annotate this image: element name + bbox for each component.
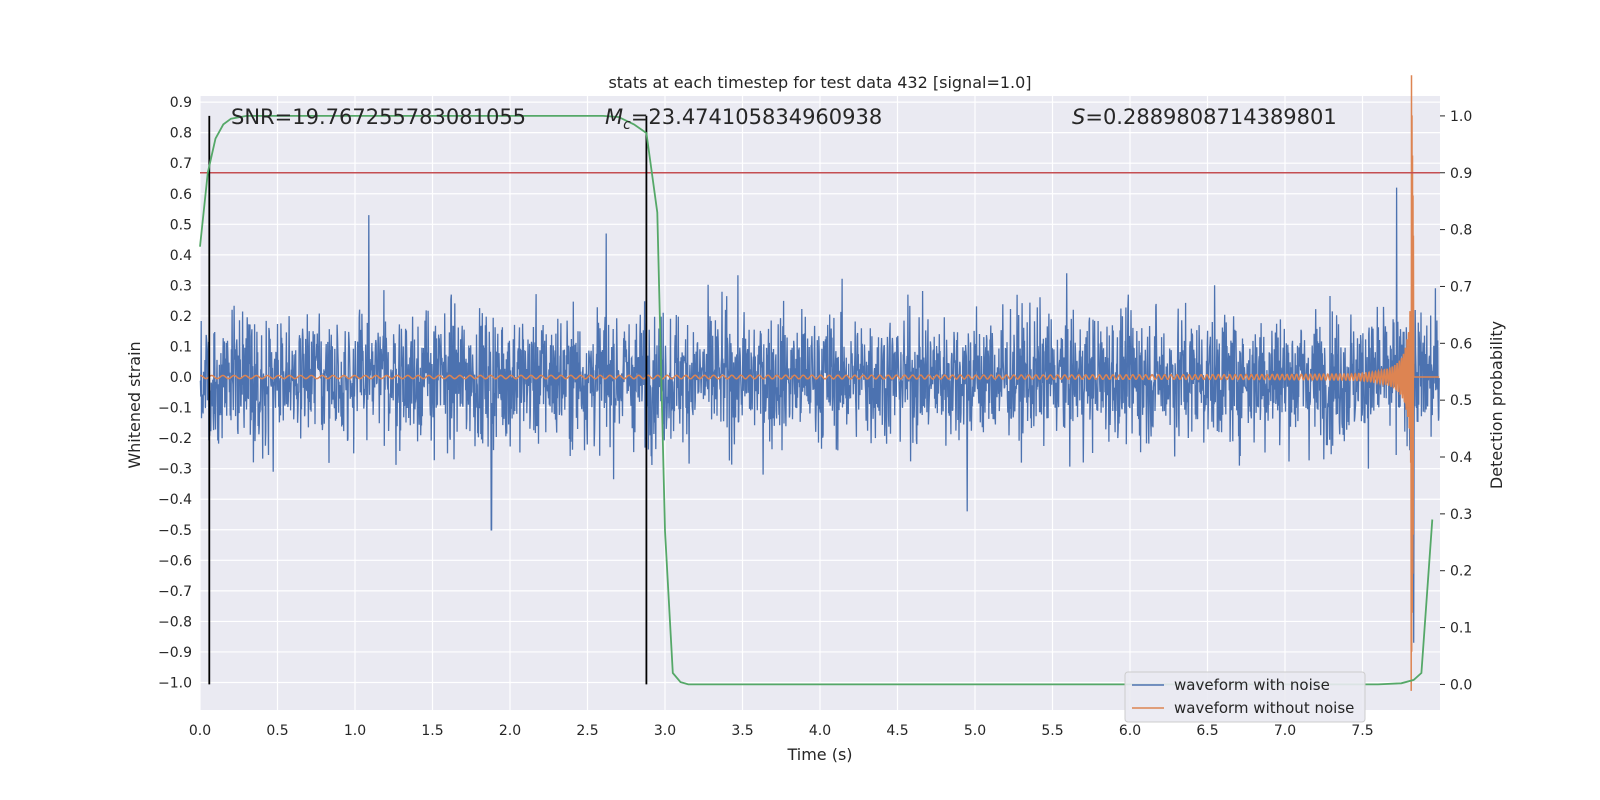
y-tick-label: −0.5 (158, 523, 192, 539)
series-waveform-without-noise (200, 75, 1440, 691)
x-tick-label: 6.0 (1119, 723, 1141, 739)
y2-tick-label: 0.9 (1450, 166, 1472, 182)
y-tick-label: −0.3 (158, 462, 192, 478)
y2-tick-label: 0.2 (1450, 564, 1472, 580)
series-waveform-with-noise (199, 187, 1440, 643)
y2-tick-label: 0.8 (1450, 223, 1472, 239)
legend: waveform with noise waveform without noi… (1124, 671, 1366, 723)
y-tick-label: 0.0 (170, 370, 192, 386)
x-tick-label: 4.0 (809, 723, 831, 739)
s-value: =0.2889808714389801 (1085, 105, 1336, 129)
y-axis-label: Whitened strain (125, 341, 144, 468)
x-axis-ticks: 0.0 0.5 1.0 1.5 2.0 2.5 3.0 3.5 4.0 4.5 5.0 5.5 6.0 6… (189, 723, 1374, 739)
y-tick-label: 0.5 (170, 217, 192, 233)
x-tick-label: 6.5 (1196, 723, 1218, 739)
y2-tick-label: 0.7 (1450, 279, 1472, 295)
y-axis-ticks: 0.9 0.8 0.7 0.6 0.5 0.4 0.3 0.2 0.1 0.0 −0.1 −0.2 −0… (158, 95, 192, 691)
y-tick-label: −0.4 (158, 492, 192, 508)
y2-tick-label: 0.3 (1450, 507, 1472, 523)
x-tick-label: 5.0 (964, 723, 986, 739)
chirp-mass-symbol: M (605, 105, 623, 129)
x-tick-label: 4.5 (886, 723, 908, 739)
legend-box (1124, 671, 1366, 723)
x-tick-label: 7.5 (1351, 723, 1373, 739)
y2-tick-label: 1.0 (1450, 109, 1472, 125)
series-detection-probability (199, 115, 1434, 686)
y2-tick-label: 0.4 (1450, 450, 1472, 466)
x-tick-label: 3.0 (654, 723, 676, 739)
y2-axis-ticks: 1.0 0.9 0.8 0.7 0.6 0.5 0.4 0.3 0.2 0.1 0.0 (1440, 109, 1472, 693)
chirp-mass-subscript: c (623, 117, 631, 133)
y-tick-label: −1.0 (158, 676, 192, 692)
y2-tick-label: 0.5 (1450, 393, 1472, 409)
x-axis-label: Time (s) (786, 745, 852, 764)
y-tick-label: 0.2 (170, 309, 192, 325)
overlay-lines (200, 115, 1440, 685)
legend-label-noise: waveform with noise (1174, 676, 1330, 694)
x-tick-label: 2.5 (576, 723, 598, 739)
legend-label-clean: waveform without noise (1174, 699, 1354, 717)
s-annotation: S=0.2889808714389801 (1072, 105, 1337, 129)
y-tick-label: 0.9 (170, 95, 192, 111)
x-tick-label: 2.0 (499, 723, 521, 739)
y2-tick-label: 0.6 (1450, 336, 1472, 352)
y-tick-label: 0.7 (170, 156, 192, 172)
x-tick-label: 1.0 (344, 723, 366, 739)
y-tick-label: 0.3 (170, 278, 192, 294)
y2-tick-label: 0.0 (1450, 677, 1472, 693)
y2-tick-label: 0.1 (1450, 621, 1472, 637)
x-tick-label: 0.0 (189, 723, 211, 739)
clean-waveform-line (200, 75, 1440, 691)
x-tick-label: 7.0 (1274, 723, 1296, 739)
x-tick-label: 0.5 (266, 723, 288, 739)
y-tick-label: 0.6 (170, 187, 192, 203)
chart-title: stats at each timestep for test data 432… (608, 73, 1031, 92)
y-tick-label: −0.1 (158, 401, 192, 417)
x-tick-label: 3.5 (731, 723, 753, 739)
y-tick-label: −0.9 (158, 645, 192, 661)
chirp-mass-annotation: Mc=23.474105834960938 (605, 105, 882, 133)
snr-annotation: SNR=19.767255783081055 (231, 105, 526, 129)
y-tick-label: −0.8 (158, 614, 192, 630)
y-tick-label: −0.6 (158, 553, 192, 569)
probability-line (199, 115, 1434, 686)
y-tick-label: 0.1 (170, 339, 192, 355)
x-tick-label: 1.5 (421, 723, 443, 739)
y-tick-label: −0.7 (158, 584, 192, 600)
y-tick-label: −0.2 (158, 431, 192, 447)
noise-waveform-line (199, 187, 1440, 643)
s-symbol: S (1072, 105, 1085, 129)
y2-axis-label: Detection probability (1487, 321, 1506, 489)
y-tick-label: 0.4 (170, 248, 192, 264)
x-tick-label: 5.5 (1041, 723, 1063, 739)
y-tick-label: 0.8 (170, 126, 192, 142)
chirp-mass-value: =23.474105834960938 (631, 105, 882, 129)
